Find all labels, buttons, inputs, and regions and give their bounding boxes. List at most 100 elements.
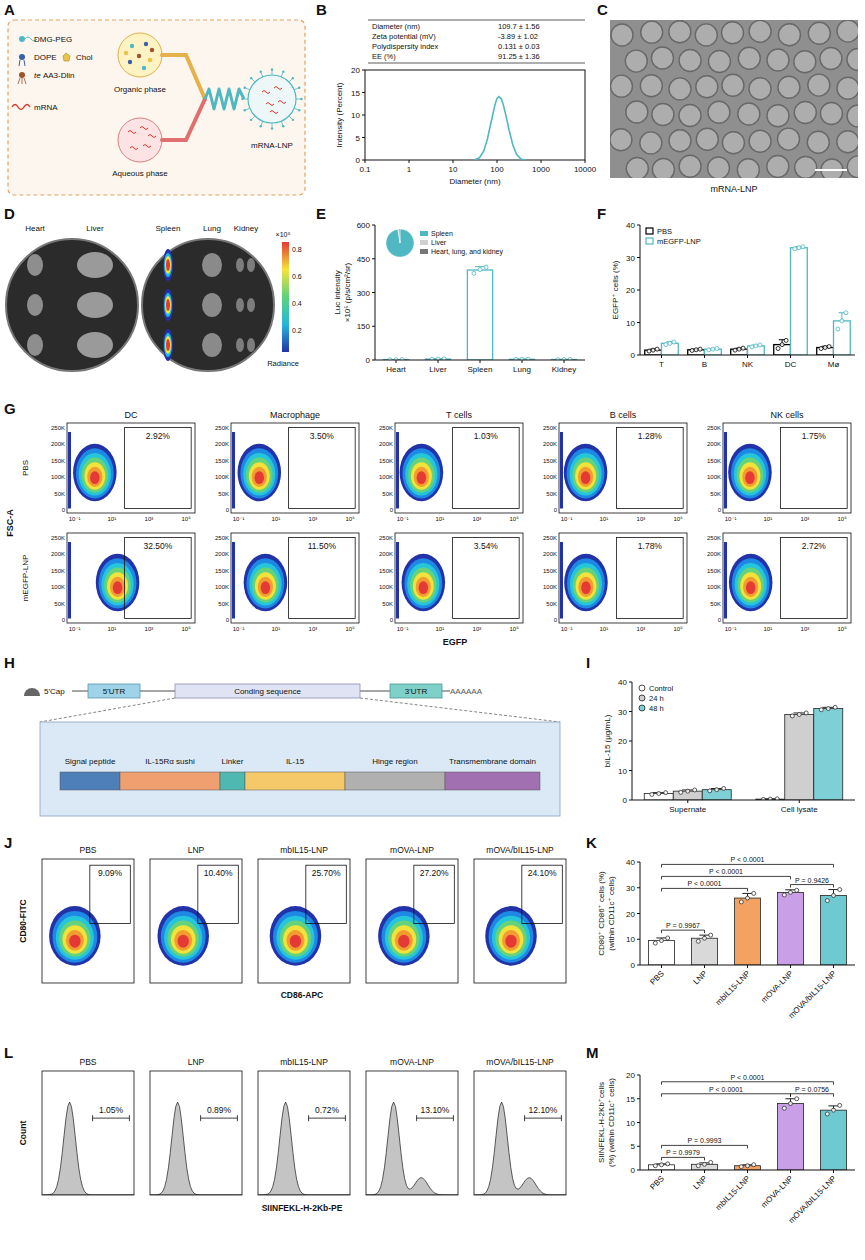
significance-bracket: [662, 1145, 748, 1148]
density-contour: [416, 577, 431, 597]
lnp-peg: [261, 121, 263, 126]
flow-density: [232, 542, 287, 619]
domain-label: IL-15Rα sushi: [145, 757, 195, 766]
flow-plot: 9.09%: [42, 859, 134, 983]
label: mRNA-LNP: [710, 184, 757, 194]
x-tick-label: PBS: [648, 1174, 666, 1192]
y-tick-label: 150K: [215, 568, 229, 574]
y-tick-label: 150K: [51, 568, 65, 574]
significance-bracket: [662, 888, 748, 891]
row-title: mEGFP-LNP: [21, 555, 30, 602]
y-axis-title: bIL-15 (μg/mL): [603, 714, 612, 767]
x-tick: [790, 965, 791, 968]
x-tick-label: 10³: [637, 516, 646, 522]
y-tick-label: 150K: [215, 458, 229, 464]
gate: [125, 538, 192, 619]
lnp-peg-head: [292, 77, 294, 79]
frame: [365, 70, 585, 160]
histogram: [150, 1102, 242, 1195]
organ-label: Spleen: [156, 224, 181, 233]
x-tick-label: B: [702, 360, 707, 369]
lnp: [248, 75, 296, 123]
organ-kidney: [236, 338, 244, 352]
organ-label: Lung: [203, 224, 221, 233]
axis-pile: [724, 542, 727, 619]
y-tick-label: 250K: [51, 425, 65, 431]
x-tick-label: mbIL15-LNP: [714, 969, 752, 1007]
y-tick-label: 250K: [51, 535, 65, 541]
colorbar: [282, 242, 289, 352]
table-rule: [368, 63, 585, 64]
flow-plot: 3.50%: [231, 423, 359, 513]
particle: [820, 102, 842, 124]
x-tick-label: 10⁵: [345, 626, 355, 632]
density-contour: [735, 563, 767, 606]
flow-density: [258, 1102, 350, 1195]
data-point: [696, 939, 700, 943]
density-contour: [82, 458, 109, 493]
y-tick-label: 10: [626, 319, 635, 328]
lnp-peg: [251, 116, 255, 120]
density-contour: [400, 444, 444, 502]
y-tick-label: 0: [390, 507, 394, 513]
organ-label: Liver: [86, 224, 104, 233]
data-point: [780, 343, 784, 347]
lnp-mrna: [274, 87, 282, 90]
density-contour: [398, 935, 409, 948]
density-contour: [280, 920, 311, 956]
data-point: [832, 1108, 836, 1112]
y-tick-label: 200K: [215, 551, 229, 557]
y-tick-label: 15: [626, 1095, 635, 1104]
organ-lung: [202, 253, 222, 277]
x-tick-label: LNP: [692, 969, 709, 986]
colorbar-tick: 0.4: [292, 300, 302, 307]
flow-plot: 24.10%: [474, 859, 566, 983]
lnp-peg: [272, 70, 273, 75]
plot-area: [649, 1097, 847, 1170]
gate-percent: 32.50%: [143, 541, 172, 551]
data-point: [832, 893, 836, 897]
label: 3'UTR: [405, 687, 428, 696]
column-title: mbIL15-LNP: [280, 1057, 328, 1067]
icon-dope: [19, 54, 25, 60]
table-cell: 91.25 ± 1.36: [498, 52, 540, 61]
particle: [847, 48, 858, 70]
label: mRNA-LNP: [251, 141, 293, 150]
x-tick: [747, 965, 748, 968]
label: DOPE: [34, 53, 57, 62]
y-tick-label: 50K: [54, 491, 65, 497]
y-tick-label: 150K: [379, 568, 393, 574]
y-tick-label: 150: [357, 322, 371, 331]
column-title: LNP: [188, 1057, 205, 1067]
gate: [414, 865, 454, 923]
y-tick-label: 200K: [379, 441, 393, 447]
frame: [559, 533, 687, 623]
y-axis-title: Luc intensity: [333, 270, 342, 314]
flow-density: [560, 432, 607, 509]
density-contour: [492, 916, 530, 960]
organ-spleen: [164, 333, 172, 357]
x-tick-label: 10⁻¹: [561, 516, 573, 522]
y-tick-label: 200K: [707, 551, 721, 557]
significance-label: P = 0.9426: [795, 877, 829, 884]
frame: [258, 1071, 350, 1195]
gate: [781, 428, 848, 509]
gate-percent: 0.89%: [207, 1105, 232, 1115]
flow-density: [68, 432, 117, 509]
organ-spleen: [165, 256, 171, 274]
data-point: [739, 900, 743, 904]
data-point: [472, 271, 476, 275]
organ-liver: [77, 292, 113, 318]
density-contour: [499, 925, 524, 954]
x-tick-label: 100: [490, 165, 504, 174]
y-tick-label: 20: [626, 286, 635, 295]
y-tick: [637, 290, 640, 291]
lnp-peg: [294, 88, 299, 90]
table-rule: [368, 20, 585, 21]
organ-spleen: [166, 259, 170, 271]
gate-percent: 10.40%: [204, 868, 233, 878]
icon-ionizable: [19, 72, 25, 78]
organ-liver: [77, 252, 113, 278]
frame: [395, 533, 523, 623]
data-point: [666, 936, 670, 940]
